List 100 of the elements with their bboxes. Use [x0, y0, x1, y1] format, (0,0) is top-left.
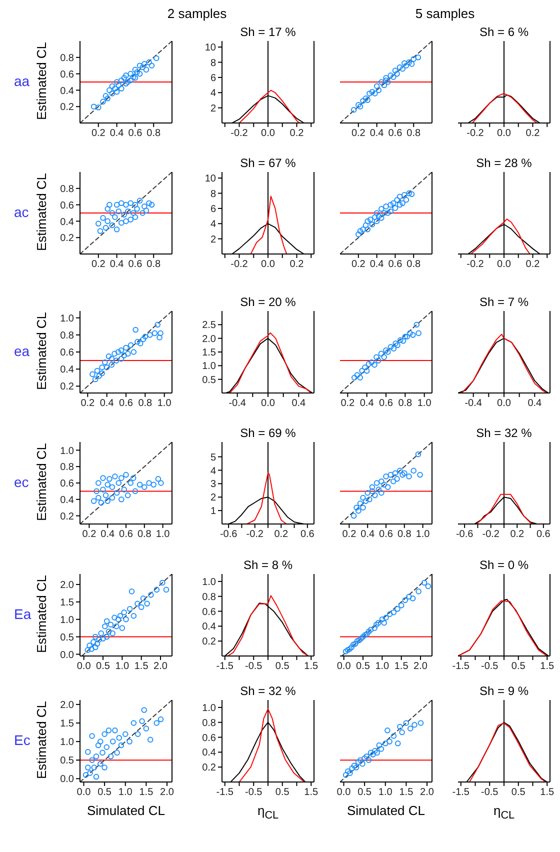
x-tick-label: 0.2	[91, 128, 106, 140]
y-axis-title: Estimated CL	[34, 700, 49, 781]
x-tick-label: 0.5	[96, 661, 110, 672]
x-tick-label: 0.0	[261, 259, 276, 270]
x-tick-label: 0.0	[497, 259, 512, 270]
x-tick-label: 0.0	[261, 128, 276, 140]
x-tick-label: 0.2	[290, 259, 304, 270]
chart-title: Sh = 8 %	[242, 558, 294, 572]
x-tick-label: -0.2	[482, 529, 500, 540]
y-tick-label: 1.0	[202, 577, 216, 588]
x-tick-label: 0.6	[379, 398, 394, 410]
y-tick-label: 0.2	[202, 636, 216, 648]
y-tick-label: 1.5	[60, 597, 74, 608]
y-tick-label: 1.0	[60, 737, 74, 748]
x-tick-label: 1.0	[378, 787, 393, 798]
x-tick-label: 0.2	[290, 128, 304, 140]
x-tick-label: 0.5	[358, 787, 372, 798]
x-tick-label: 0.2	[274, 529, 289, 540]
x-tick-label: 0.2	[526, 259, 540, 270]
text: ea	[14, 343, 30, 359]
y-axis-title: Estimated CL	[34, 172, 49, 253]
x-tick-label: 0.5	[511, 787, 526, 798]
x-tick-label: 1.0	[417, 398, 432, 410]
x-tick-label: 0.5	[98, 787, 112, 798]
x-tick-label: 0.0	[336, 661, 352, 672]
x-tick-label: 0.0	[261, 398, 276, 410]
x-tick-label: -0.6	[456, 529, 474, 540]
x-tick-label: 0.6	[128, 259, 143, 270]
y-tick-label: 0.4	[60, 86, 74, 97]
x-tick-label: 0.0	[76, 787, 92, 798]
x-tick-label: -0.5	[481, 787, 499, 798]
y-tick-label: 0.8	[202, 592, 216, 603]
y-tick-label: 0.4	[60, 216, 74, 228]
x-tick-label: 0.6	[128, 128, 143, 140]
y-tick-label: 0.5	[202, 374, 216, 386]
x-tick-label: 1.5	[304, 661, 319, 672]
x-tick-label: 0.4	[100, 398, 114, 410]
y-tick-label: 0.5	[60, 756, 74, 767]
y-tick-label: 1	[210, 506, 216, 518]
x-tick-label: -0.2	[466, 128, 484, 140]
x-tick-label: 1.5	[139, 787, 154, 798]
x-tick-label: 2.0	[160, 787, 174, 798]
x-tick-label: -1.5	[216, 661, 234, 672]
text: Ec	[14, 732, 30, 748]
x-tick-label: 1.5	[399, 787, 414, 798]
y-tick-label: 10	[204, 174, 216, 185]
x-axis-title: η$_{CL}$	[492, 803, 516, 822]
x-tick-label: -0.5	[245, 787, 263, 798]
y-tick-label: 0.4	[60, 364, 74, 376]
x-tick-label: 0.8	[146, 128, 161, 140]
x-tick-label: 0.4	[292, 398, 306, 410]
y-tick-label: 10	[204, 42, 216, 54]
x-tick-label: 1.5	[540, 661, 555, 672]
y-tick-label: 0.6	[202, 732, 216, 744]
y-tick-label: 0.5	[60, 632, 74, 644]
text: 2 samples	[166, 6, 228, 21]
chart-title: Sh = 9 %	[478, 684, 530, 698]
x-tick-label: 0.8	[397, 529, 412, 540]
y-tick-label: 0.8	[60, 52, 74, 64]
y-tick-label: 5	[210, 452, 216, 464]
x-tick-label: -0.4	[228, 398, 246, 410]
x-tick-label: -0.6	[220, 529, 238, 540]
y-tick-label: 0.6	[202, 606, 216, 618]
y-axis-title: Estimated CL	[34, 442, 49, 523]
y-tick-label: 1.5	[60, 718, 74, 730]
y-tick-label: 4	[210, 466, 216, 477]
x-tick-label: 0.8	[406, 259, 421, 270]
chart-title: Sh = 32 %	[475, 426, 533, 440]
x-tick-label: -0.4	[464, 398, 482, 410]
x-tick-label: 1.0	[416, 529, 430, 540]
x-tick-label: 0.0	[497, 398, 512, 410]
x-tick-label: 0.4	[528, 398, 542, 410]
y-tick-label: 8	[210, 188, 216, 200]
x-tick-label: 1.0	[118, 787, 133, 798]
y-tick-label: 2	[210, 234, 216, 246]
x-tick-label: -0.2	[466, 259, 484, 270]
x-tick-label: 1.5	[540, 787, 555, 798]
x-tick-label: 0.4	[110, 128, 124, 140]
x-tick-label: 1.0	[115, 661, 130, 672]
y-tick-label: 0.6	[60, 348, 74, 359]
y-tick-label: 0.0	[60, 650, 74, 661]
y-tick-label: 0.6	[60, 478, 74, 490]
y-tick-label: 0.0	[60, 774, 74, 786]
x-tick-label: 0.2	[82, 529, 97, 540]
x-tick-label: 0.5	[275, 661, 290, 672]
chart-title: Sh = 69 %	[239, 426, 297, 440]
y-tick-label: 1.0	[60, 313, 74, 324]
y-axis-title: Estimated CL	[34, 574, 49, 655]
x-tick-label: -0.2	[246, 529, 264, 540]
y-tick-label: 0.8	[60, 330, 74, 342]
x-axis-title: η$_{CL}$	[256, 803, 280, 822]
y-tick-label: 0.2	[60, 102, 74, 114]
y-tick-label: 0.2	[202, 762, 216, 774]
x-tick-label: 0.2	[342, 529, 357, 540]
y-tick-label: 4	[210, 88, 216, 100]
x-tick-label: 0.4	[360, 398, 374, 410]
text: aa	[14, 73, 30, 89]
x-tick-label: 0.4	[360, 529, 375, 540]
y-tick-label: 0.2	[60, 382, 74, 393]
text: Ea	[14, 606, 32, 622]
